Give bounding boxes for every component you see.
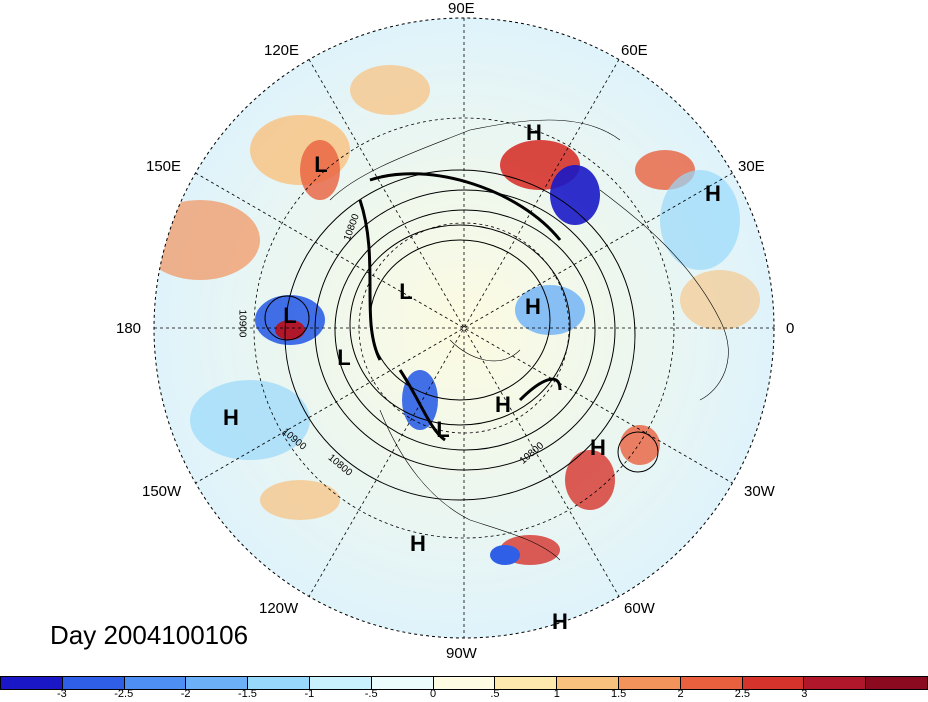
lon-label-150w: 150W xyxy=(142,483,182,500)
lon-label-120w: 120W xyxy=(259,600,299,617)
colorbar-swatch xyxy=(186,677,249,689)
coastlines xyxy=(329,119,729,561)
colorbar-tick-label: 2 xyxy=(677,688,684,700)
day-label: Day 2004100106 xyxy=(50,620,249,650)
colorbar-tick-label: 1 xyxy=(553,688,560,700)
colorbar-swatch xyxy=(248,677,310,689)
colorbar xyxy=(0,676,928,690)
graticule xyxy=(154,18,774,638)
colorbar-swatch xyxy=(866,677,927,689)
pressure-center-high: H xyxy=(525,294,541,319)
pressure-center-high: H xyxy=(495,392,511,417)
lon-label-60w: 60W xyxy=(624,600,655,617)
lon-label-60e: 60E xyxy=(621,42,648,59)
lon-label-180: 180 xyxy=(116,320,142,337)
pressure-center-high: H xyxy=(705,181,721,206)
colorbar-swatch xyxy=(433,677,496,689)
lon-label-90e: 90E xyxy=(448,0,475,17)
height-contours xyxy=(264,169,659,501)
colorbar-swatch xyxy=(495,677,558,689)
colorbar-swatch xyxy=(1,677,63,689)
pressure-center-low: L xyxy=(399,279,413,304)
contour-label: 10900 xyxy=(236,309,248,338)
map-boundary xyxy=(153,17,775,639)
colorbar-swatch xyxy=(804,677,867,689)
pressure-center-high: H xyxy=(410,531,426,556)
colorbar-tick-label: -.5 xyxy=(364,688,378,700)
colorbar-swatch xyxy=(309,677,372,689)
colorbar-tick-label: 3 xyxy=(801,688,808,700)
colorbar-tick-label: -3 xyxy=(56,688,67,700)
colorbar-swatch xyxy=(124,677,187,689)
lon-label-30e: 30E xyxy=(738,158,765,175)
colorbar-tick-label: .5 xyxy=(490,688,500,700)
colorbar-swatch xyxy=(62,677,125,689)
colorbar-tick-label: 1.5 xyxy=(611,688,627,700)
colorbar-swatch xyxy=(557,677,619,689)
colorbar-swatch xyxy=(371,677,434,689)
pressure-center-low: L xyxy=(314,152,328,177)
pressure-center-high: H xyxy=(526,120,542,145)
pressure-center-high: H xyxy=(223,405,239,430)
pressure-center-low: L xyxy=(283,303,297,328)
colorbar-tick-label: -1 xyxy=(304,688,315,700)
lon-label-0: 0 xyxy=(786,320,795,337)
colorbar-swatch xyxy=(680,677,743,689)
pressure-center-high: H xyxy=(590,435,606,460)
colorbar-tick-label: 2.5 xyxy=(734,688,751,700)
lon-label-150e: 150E xyxy=(146,158,182,175)
colorbar-tick-label: -2.5 xyxy=(114,688,134,700)
pressure-center-low: L xyxy=(436,417,450,442)
anomaly-field xyxy=(154,65,760,565)
lon-label-30w: 30W xyxy=(744,483,775,500)
colorbar-swatch xyxy=(618,677,681,689)
colorbar-tick-label: -2 xyxy=(180,688,191,700)
pressure-center-high: H xyxy=(552,609,568,634)
lon-label-90w: 90W xyxy=(446,645,477,662)
pressure-center-low: L xyxy=(337,345,351,370)
colorbar-swatch xyxy=(742,677,805,689)
lon-label-120e: 120E xyxy=(264,42,300,59)
colorbar-tick-label: 0 xyxy=(430,688,437,700)
colorbar-tick-label: -1.5 xyxy=(237,688,257,700)
